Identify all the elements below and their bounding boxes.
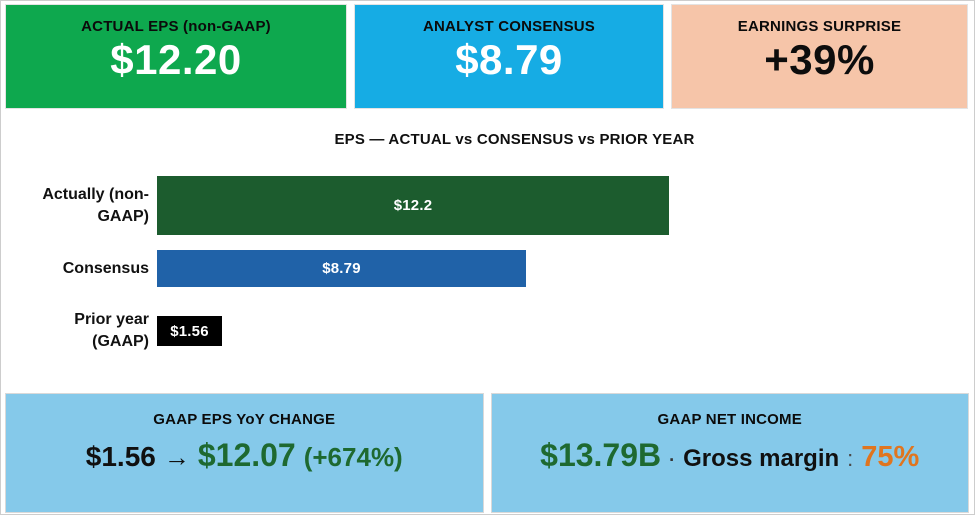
gaap-net-income-value: $13.79B · Gross margin : 75% [540, 437, 919, 474]
actual-eps-card-title: ACTUAL EPS (non-GAAP) [81, 18, 271, 35]
category-label-actual: Actually (non- GAAP) [42, 185, 149, 225]
separator-dot: · [669, 450, 676, 470]
actual-eps-card: ACTUAL EPS (non-GAAP) $12.20 [5, 4, 347, 109]
chart-row-prior-year: Prior year (GAAP) $1.56 [1, 311, 222, 350]
eps-bar-chart: EPS — ACTUAL vs CONSENSUS vs PRIOR YEAR … [1, 109, 974, 393]
gaap-eps-yoy-value: $1.56 → $12.07 (+674%) [86, 437, 403, 474]
earnings-surprise-card-value: +39% [764, 36, 875, 83]
earnings-surprise-card: EARNINGS SURPRISE +39% [671, 4, 968, 109]
gross-margin-label: Gross margin [683, 445, 840, 472]
chart-row-actual: Actually (non- GAAP) $12.2 [1, 176, 669, 235]
summary-cards-row: ACTUAL EPS (non-GAAP) $12.20 ANALYST CON… [5, 4, 968, 109]
gaap-net-income-title: GAAP NET INCOME [657, 411, 802, 428]
bar-consensus: $8.79 [157, 250, 526, 287]
earnings-surprise-card-title: EARNINGS SURPRISE [737, 18, 902, 35]
net-income-amount: $13.79B [540, 437, 662, 473]
bar-value-consensus: $8.79 [322, 260, 361, 277]
bottom-panels-row: GAAP EPS YoY CHANGE $1.56 → $12.07 (+674… [5, 393, 969, 513]
arrow-right-icon: → [163, 442, 190, 472]
analyst-consensus-card: ANALYST CONSENSUS $8.79 [354, 4, 664, 109]
category-label-prior-year: Prior year (GAAP) [74, 311, 149, 350]
actual-eps-card-value: $12.20 [110, 36, 242, 83]
gaap-eps-yoy-title: GAAP EPS YoY CHANGE [153, 411, 336, 428]
eps-change-percent: (+674%) [303, 442, 403, 472]
eps-prior-value: $1.56 [85, 441, 156, 472]
gross-margin-colon: : [847, 446, 854, 471]
bar-prior-year: $1.56 [157, 316, 222, 346]
chart-title: EPS — ACTUAL vs CONSENSUS vs PRIOR YEAR [334, 131, 695, 148]
bar-actual: $12.2 [157, 176, 669, 235]
bar-value-actual: $12.2 [393, 197, 433, 214]
gaap-net-income-panel: GAAP NET INCOME $13.79B · Gross margin :… [490, 393, 969, 513]
analyst-consensus-card-title: ANALYST CONSENSUS [422, 18, 596, 35]
analyst-consensus-card-value: $8.79 [455, 36, 563, 83]
category-label-consensus: Consensus [62, 259, 149, 277]
eps-current-value: $12.07 [197, 437, 296, 473]
gross-margin-percent: 75% [861, 441, 920, 473]
chart-row-consensus: Consensus $8.79 [1, 250, 526, 287]
gaap-eps-yoy-panel: GAAP EPS YoY CHANGE $1.56 → $12.07 (+674… [5, 393, 484, 513]
bar-value-prior-year: $1.56 [170, 322, 209, 340]
